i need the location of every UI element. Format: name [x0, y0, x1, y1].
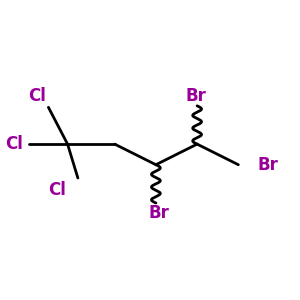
Text: Br: Br: [148, 204, 169, 222]
Text: Br: Br: [257, 156, 278, 174]
Text: Cl: Cl: [48, 181, 66, 199]
Text: Br: Br: [185, 86, 206, 104]
Text: Cl: Cl: [28, 86, 46, 104]
Text: Cl: Cl: [5, 135, 23, 153]
